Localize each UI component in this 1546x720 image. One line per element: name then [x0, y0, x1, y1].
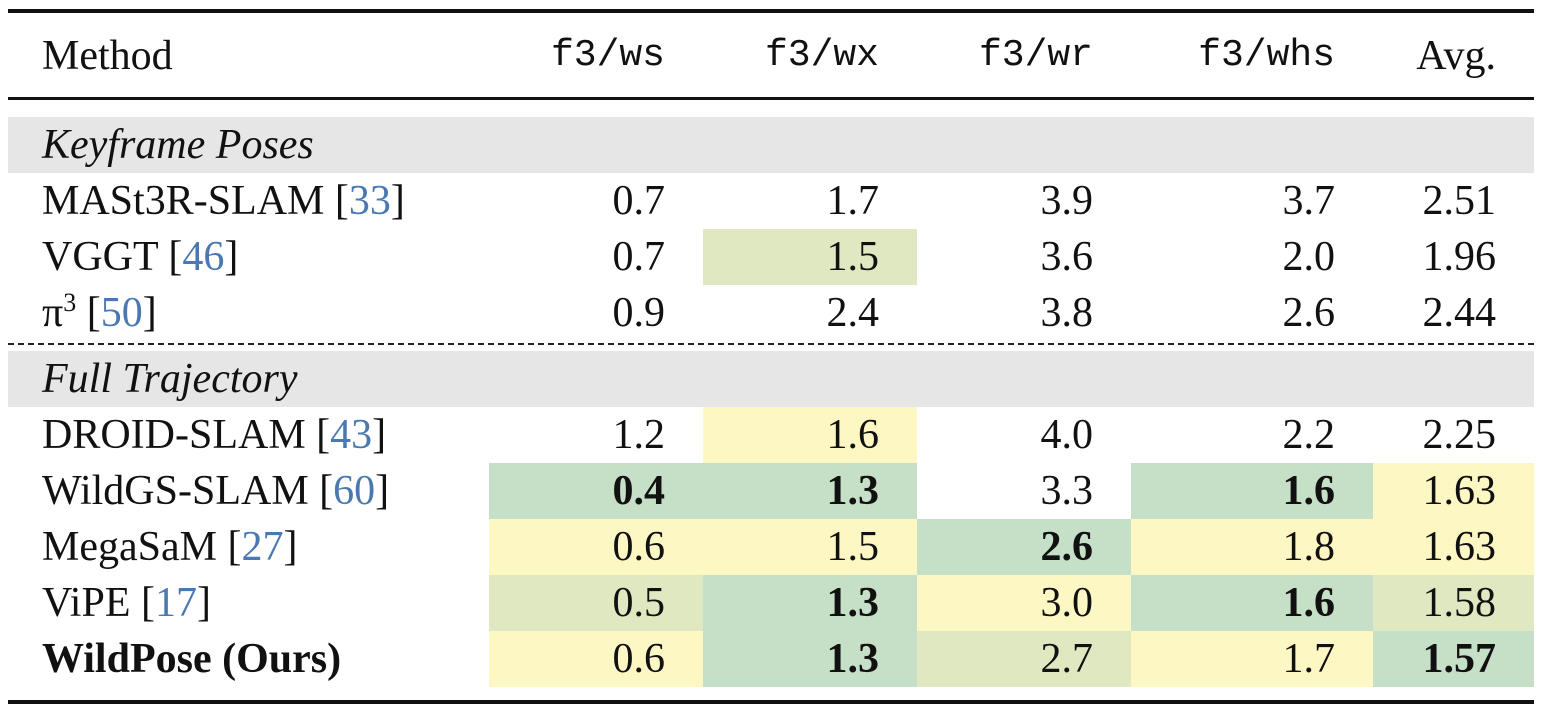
value-f3-wx: 1.5: [703, 229, 917, 285]
value-f3-wx: 1.3: [703, 463, 917, 519]
value-f3-wx: 1.5: [703, 519, 917, 575]
header-rule: [8, 97, 1534, 100]
value-f3-ws: 0.6: [489, 519, 703, 575]
citation-link[interactable]: 46: [182, 234, 225, 280]
value-f3-ws: 0.7: [612, 178, 666, 224]
value-f3-whs: 3.7: [1282, 178, 1336, 224]
value-f3-ws: 0.7: [612, 234, 666, 280]
header-f3-wx: f3/wx: [764, 34, 879, 77]
section-title: Full Trajectory: [42, 356, 298, 402]
value-f3-ws: 0.5: [489, 575, 703, 631]
value-avg: 1.63: [1373, 463, 1534, 519]
value-avg: 2.51: [1422, 178, 1497, 224]
value-avg: 1.96: [1422, 234, 1497, 280]
header-f3-wr: f3/wr: [978, 34, 1093, 77]
value-f3-whs: 1.7: [1131, 631, 1373, 687]
section-title: Keyframe Poses: [42, 122, 314, 168]
top-rule: [8, 9, 1534, 13]
value-f3-wr: 3.9: [1040, 178, 1094, 224]
method-name: π3 [50]: [42, 288, 157, 337]
header-method: Method: [42, 33, 173, 79]
value-f3-wr: 3.8: [1040, 290, 1094, 336]
header-avg: Avg.: [1416, 33, 1496, 79]
value-avg: 1.58: [1373, 575, 1534, 631]
value-avg: 2.44: [1422, 290, 1497, 336]
value-avg: 1.57: [1373, 631, 1534, 687]
table-row-ours: WildPose (Ours) 0.6 1.3 2.7 1.7 1.57: [0, 631, 1546, 687]
table-row: MegaSaM [27] 0.6 1.5 2.6 1.8 1.63: [0, 519, 1546, 575]
table-row: VGGT [46] 0.7 1.5 3.6 2.0 1.96: [0, 229, 1546, 285]
value-f3-wr: 3.0: [917, 575, 1131, 631]
value-f3-ws: 1.2: [612, 412, 666, 458]
section-band: [8, 351, 1534, 407]
section-header-keyframe: Keyframe Poses: [0, 117, 1546, 173]
method-name: WildPose (Ours): [42, 636, 342, 682]
value-f3-wr: 2.7: [917, 631, 1131, 687]
value-avg: 2.25: [1422, 412, 1497, 458]
table-row: ViPE [17] 0.5 1.3 3.0 1.6 1.58: [0, 575, 1546, 631]
section-divider: [8, 343, 1534, 345]
value-f3-whs: 2.0: [1282, 234, 1336, 280]
citation-link[interactable]: 17: [154, 580, 197, 626]
value-f3-whs: 1.6: [1131, 575, 1373, 631]
value-avg: 1.63: [1373, 519, 1534, 575]
value-f3-wr: 3.6: [1040, 234, 1094, 280]
value-f3-ws: 0.4: [489, 463, 703, 519]
value-f3-ws: 0.9: [612, 290, 666, 336]
section-band: [8, 117, 1534, 173]
header-row: Method f3/ws f3/wx f3/wr f3/whs Avg.: [0, 12, 1546, 98]
value-f3-wx: 1.7: [826, 178, 880, 224]
table-row: WildGS-SLAM [60] 0.4 1.3 3.3 1.6 1.63: [0, 463, 1546, 519]
value-f3-wr: 4.0: [1040, 412, 1094, 458]
method-name: ViPE [17]: [42, 580, 211, 626]
citation-link[interactable]: 60: [333, 468, 376, 514]
citation-link[interactable]: 27: [241, 524, 284, 570]
citation-link[interactable]: 33: [348, 178, 391, 224]
citation-link[interactable]: 43: [330, 412, 373, 458]
value-f3-wx: 1.6: [703, 407, 917, 463]
value-f3-whs: 2.2: [1282, 412, 1336, 458]
value-f3-wx: 2.4: [826, 290, 880, 336]
method-name: DROID-SLAM [43]: [42, 412, 387, 458]
value-f3-wx: 1.3: [703, 575, 917, 631]
value-f3-whs: 2.6: [1282, 290, 1336, 336]
citation-link[interactable]: 50: [100, 290, 143, 336]
header-f3-ws: f3/ws: [550, 34, 665, 77]
value-f3-wx: 1.3: [703, 631, 917, 687]
table-row: π3 [50] 0.9 2.4 3.8 2.6 2.44: [0, 285, 1546, 341]
method-name: MASt3R-SLAM [33]: [42, 178, 405, 224]
value-f3-ws: 0.6: [489, 631, 703, 687]
method-name: WildGS-SLAM [60]: [42, 468, 390, 514]
section-header-full-trajectory: Full Trajectory: [0, 351, 1546, 407]
method-name: VGGT [46]: [42, 234, 239, 280]
table-row: MASt3R-SLAM [33] 0.7 1.7 3.9 3.7 2.51: [0, 173, 1546, 229]
table-row: DROID-SLAM [43] 1.2 1.6 4.0 2.2 2.25: [0, 407, 1546, 463]
bottom-rule: [8, 700, 1534, 704]
header-f3-whs: f3/whs: [1198, 34, 1335, 77]
value-f3-wr: 2.6: [917, 519, 1131, 575]
method-name: MegaSaM [27]: [42, 524, 298, 570]
value-f3-wr: 3.3: [1040, 468, 1094, 514]
value-f3-whs: 1.6: [1131, 463, 1373, 519]
value-f3-whs: 1.8: [1131, 519, 1373, 575]
